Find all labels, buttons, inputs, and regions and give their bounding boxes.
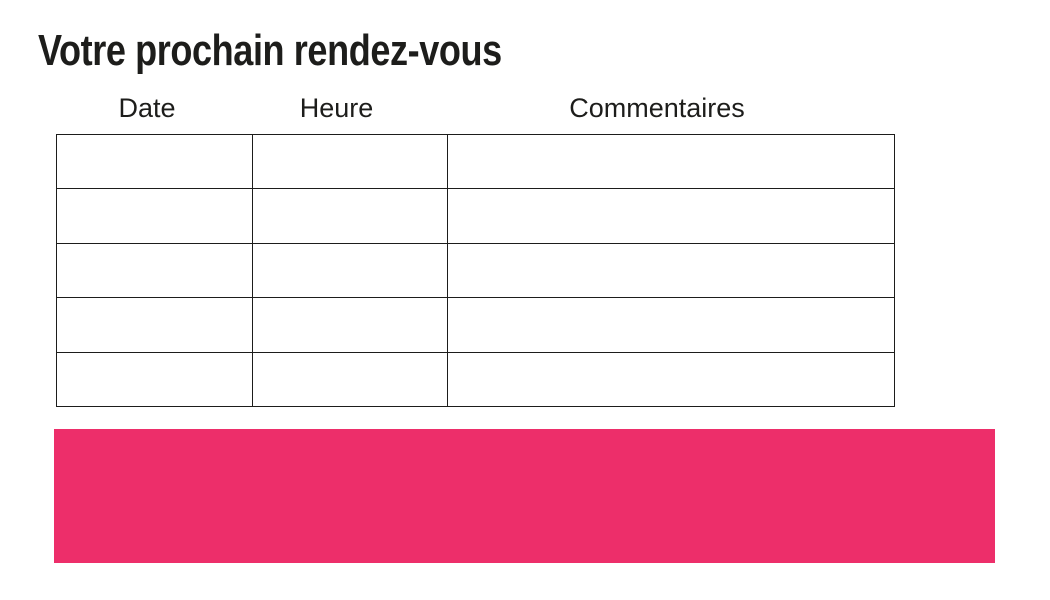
column-header-date: Date [118,93,176,123]
appointments-table-body [56,133,895,408]
table-cell-date [56,351,253,408]
table-row [56,188,895,244]
page-title: Votre prochain rendez-vous [38,26,502,75]
table-cell-date [56,297,253,353]
table-row [56,351,895,408]
table-cell-commentaires [447,297,895,353]
column-header-commentaires: Commentaires [569,93,745,123]
table-row [56,297,895,353]
table-cell-date [56,188,253,244]
table-cell-commentaires [447,351,895,408]
table-row [56,242,895,299]
table-cell-heure [252,242,448,299]
table-cell-commentaires [447,133,895,190]
table-cell-date [56,242,253,299]
table-row [56,133,895,190]
accent-banner [54,429,995,563]
table-cell-date [56,133,253,190]
table-cell-heure [252,351,448,408]
table-header-row: Date Heure Commentaires [56,95,895,122]
table-cell-heure [252,133,448,190]
table-cell-heure [252,188,448,244]
table-cell-commentaires [447,188,895,244]
appointments-table [56,133,895,408]
table-cell-heure [252,297,448,353]
column-header-heure: Heure [299,93,374,123]
table-cell-commentaires [447,242,895,299]
